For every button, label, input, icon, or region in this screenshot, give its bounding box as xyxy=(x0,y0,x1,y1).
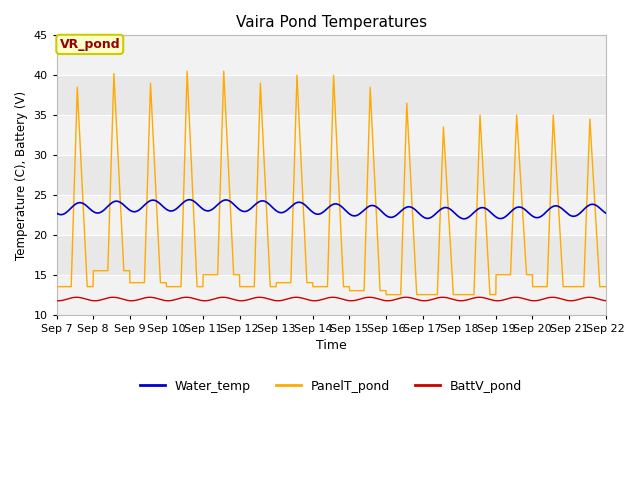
Legend: Water_temp, PanelT_pond, BattV_pond: Water_temp, PanelT_pond, BattV_pond xyxy=(135,375,527,398)
Bar xyxy=(57,115,605,155)
Bar xyxy=(57,195,605,235)
X-axis label: Time: Time xyxy=(316,339,346,352)
Text: VR_pond: VR_pond xyxy=(60,38,120,51)
Y-axis label: Temperature (C), Battery (V): Temperature (C), Battery (V) xyxy=(15,90,28,260)
Bar xyxy=(57,275,605,314)
Bar xyxy=(57,36,605,75)
Title: Vaira Pond Temperatures: Vaira Pond Temperatures xyxy=(236,15,427,30)
